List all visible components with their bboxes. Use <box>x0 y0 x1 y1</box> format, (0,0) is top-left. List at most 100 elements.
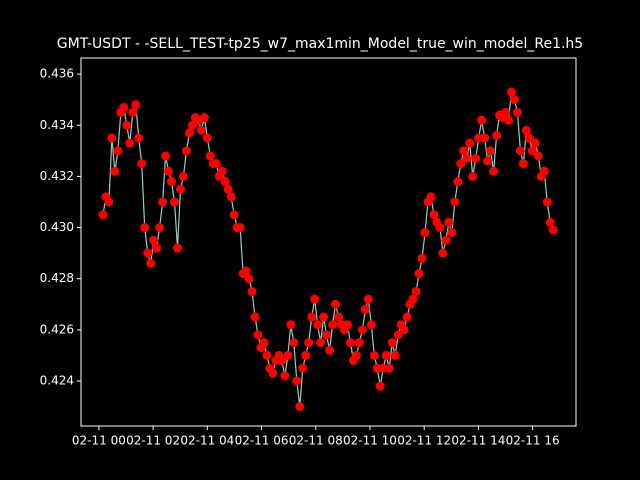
point <box>351 350 361 360</box>
point <box>181 146 191 156</box>
point <box>512 107 522 117</box>
point <box>381 350 391 360</box>
point <box>387 338 397 348</box>
point <box>196 125 206 135</box>
point <box>369 350 379 360</box>
point <box>268 368 278 378</box>
point <box>316 338 326 348</box>
point <box>524 133 534 143</box>
point <box>483 156 493 166</box>
y-tick-label: 0.424 <box>40 373 74 387</box>
point <box>134 133 144 143</box>
point <box>161 151 171 161</box>
point <box>217 166 227 176</box>
point <box>137 159 147 169</box>
point <box>295 402 305 412</box>
point <box>110 166 120 176</box>
point <box>107 133 117 143</box>
point <box>465 138 475 148</box>
point <box>140 223 150 233</box>
point <box>173 243 183 253</box>
x-tick-label: 02-11 04 <box>180 434 234 448</box>
point <box>325 345 335 355</box>
point <box>313 320 323 330</box>
point <box>187 120 197 130</box>
point <box>241 266 251 276</box>
point <box>366 320 376 330</box>
point <box>545 217 555 227</box>
point <box>184 128 194 138</box>
point <box>504 115 513 125</box>
point <box>259 338 269 348</box>
point <box>289 338 299 348</box>
point <box>220 177 230 187</box>
point <box>223 184 233 194</box>
point <box>119 102 129 112</box>
point <box>357 325 367 335</box>
point <box>527 146 537 156</box>
x-tick-label: 02-11 10 <box>343 434 397 448</box>
point <box>178 171 188 181</box>
point <box>384 363 394 373</box>
point <box>104 197 114 207</box>
point <box>342 320 352 330</box>
point <box>417 253 427 263</box>
point <box>462 154 472 164</box>
point <box>354 338 364 348</box>
point <box>393 330 403 340</box>
point <box>408 294 418 304</box>
point <box>489 166 499 176</box>
x-tick-label: 02-11 00 <box>72 434 126 448</box>
point <box>435 223 445 233</box>
point <box>170 197 180 207</box>
point <box>199 113 209 123</box>
point <box>277 356 287 366</box>
point <box>164 166 174 176</box>
point <box>468 171 478 181</box>
point <box>471 154 481 164</box>
point <box>280 371 290 381</box>
point <box>480 133 490 143</box>
point <box>501 107 511 117</box>
point <box>533 151 543 161</box>
point <box>167 177 177 187</box>
point <box>459 146 469 156</box>
point <box>158 197 168 207</box>
x-tick-label: 02-11 12 <box>397 434 451 448</box>
x-tick-label: 02-11 06 <box>235 434 289 448</box>
point <box>492 130 502 140</box>
point <box>152 243 162 253</box>
point <box>506 87 516 97</box>
point <box>456 159 466 169</box>
x-tick-label: 02-11 14 <box>451 434 505 448</box>
point <box>301 350 311 360</box>
point <box>363 294 373 304</box>
point <box>128 107 138 117</box>
point <box>125 138 135 148</box>
point <box>226 192 236 202</box>
point <box>211 159 221 169</box>
point <box>298 363 308 373</box>
point <box>438 248 448 258</box>
y-tick-label: 0.436 <box>40 67 74 81</box>
point <box>244 274 254 284</box>
point <box>205 151 215 161</box>
point <box>375 381 385 391</box>
point <box>131 100 141 110</box>
point <box>202 133 212 143</box>
point <box>155 223 165 233</box>
point <box>411 286 421 296</box>
point <box>175 184 185 194</box>
point <box>447 228 457 238</box>
point <box>113 146 123 156</box>
point <box>122 120 132 130</box>
point <box>307 312 317 322</box>
point <box>143 248 153 258</box>
point <box>518 159 528 169</box>
point <box>334 312 344 322</box>
point <box>509 95 519 105</box>
point <box>521 125 531 135</box>
point <box>286 320 296 330</box>
point <box>453 177 463 187</box>
plot-frame <box>80 57 577 427</box>
